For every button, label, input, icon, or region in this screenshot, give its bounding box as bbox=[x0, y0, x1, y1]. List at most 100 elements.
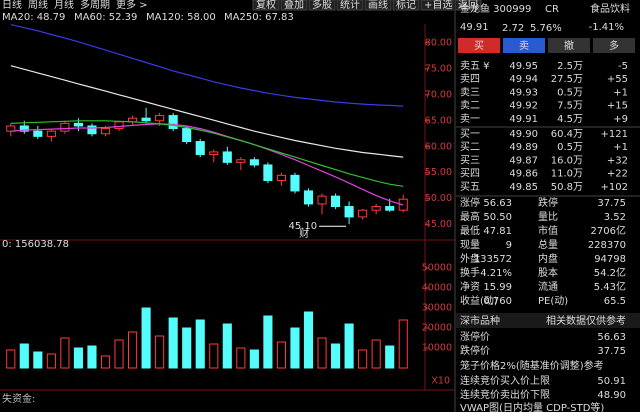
volume-bar bbox=[182, 327, 192, 369]
trade-button-label[interactable]: 卖 bbox=[519, 40, 529, 52]
stat-value: 3.52 bbox=[604, 212, 626, 223]
candle-body bbox=[195, 141, 205, 156]
tool-button[interactable] bbox=[420, 0, 454, 11]
stat-label: PE(动) bbox=[538, 295, 568, 307]
limit-label: 连续竞价买入价上限 bbox=[460, 374, 550, 387]
candle-body bbox=[6, 125, 16, 132]
stat-value: 133572 bbox=[474, 254, 512, 265]
volume-bar bbox=[128, 331, 138, 369]
stat-label: 总量 bbox=[538, 238, 558, 251]
stock-badge: CR bbox=[545, 4, 559, 15]
tool-button[interactable] bbox=[252, 0, 280, 11]
book-label: 买三 bbox=[460, 154, 480, 166]
stat-value: 56.63 bbox=[483, 198, 512, 209]
book-change: +22 bbox=[607, 169, 628, 180]
period-tab[interactable]: 多周期 bbox=[80, 0, 110, 11]
y-tick-label: 20000 bbox=[422, 323, 452, 334]
stat-value: 9 bbox=[506, 240, 512, 251]
stat-label: 市值 bbox=[538, 224, 558, 237]
tool-button[interactable] bbox=[454, 0, 482, 11]
book-volume: 27.5万 bbox=[551, 74, 583, 85]
y-tick-label: 45.00 bbox=[425, 219, 452, 230]
period-tab[interactable]: 日线 bbox=[2, 0, 22, 11]
book-volume: 16.0万 bbox=[551, 155, 583, 166]
volume-bar bbox=[303, 311, 314, 369]
legend-entry: MA20: 48.79 bbox=[2, 12, 65, 23]
candle-body bbox=[344, 206, 354, 218]
trade-button[interactable] bbox=[548, 38, 590, 53]
candle-body bbox=[276, 174, 286, 182]
book-change: +9 bbox=[613, 114, 628, 125]
candle-body bbox=[46, 130, 56, 137]
tool-button[interactable] bbox=[308, 0, 336, 11]
footer-label: 失资金: bbox=[2, 392, 35, 405]
limit-label: 涨停价 bbox=[460, 330, 490, 343]
tool-button-label[interactable]: 叠加 bbox=[284, 0, 304, 11]
book-price: 49.91 bbox=[509, 114, 538, 125]
stat-value: 37.75 bbox=[597, 198, 626, 209]
tool-button[interactable] bbox=[280, 0, 308, 11]
book-label: 卖一 bbox=[460, 113, 480, 125]
stat-label: 外盘 bbox=[460, 252, 480, 265]
y-tick-label: 10000 bbox=[422, 343, 452, 354]
stat-label: 股本 bbox=[538, 266, 558, 279]
tool-button[interactable] bbox=[392, 0, 420, 11]
candle-body bbox=[155, 115, 165, 122]
volume-bar bbox=[6, 349, 16, 369]
book-volume: 11.0万 bbox=[551, 169, 583, 180]
tool-button-label[interactable]: 多股 bbox=[312, 0, 332, 11]
volume-bar bbox=[114, 339, 124, 369]
tool-button[interactable] bbox=[336, 0, 364, 11]
ma-line bbox=[10, 24, 404, 107]
y-tick-label: 75.00 bbox=[425, 63, 452, 74]
book-label: 买五 bbox=[460, 181, 480, 193]
stat-label: 跌停 bbox=[538, 196, 558, 209]
book-label: 卖五 ¥ bbox=[460, 60, 490, 72]
book-price: 49.94 bbox=[509, 74, 538, 85]
candle-body bbox=[263, 164, 273, 182]
sector: 食品饮料 bbox=[590, 2, 630, 15]
tool-button-label[interactable]: 返回 bbox=[458, 0, 478, 11]
candle-body bbox=[19, 125, 29, 132]
volume-bar bbox=[222, 323, 232, 369]
volume-bar bbox=[73, 347, 83, 369]
trade-button[interactable] bbox=[503, 38, 545, 53]
book-price: 49.90 bbox=[509, 129, 538, 140]
y-tick-label: 70.00 bbox=[425, 89, 452, 100]
period-tab[interactable]: 周线 bbox=[28, 0, 48, 11]
volume-bar bbox=[398, 319, 408, 369]
volume-bar bbox=[371, 339, 381, 369]
book-label: 卖四 bbox=[460, 73, 480, 85]
trade-button-label[interactable]: 买 bbox=[474, 40, 484, 52]
book-volume: 2.5万 bbox=[557, 61, 583, 72]
book-change: +1 bbox=[613, 87, 628, 98]
candle-body bbox=[290, 174, 300, 192]
candle-body bbox=[331, 195, 341, 208]
trade-button-label[interactable]: 多 bbox=[609, 39, 619, 52]
vwap-label: VWAP图(日内均量 CDP-STD等) bbox=[460, 401, 604, 412]
period-tab[interactable]: 月线 bbox=[54, 0, 74, 11]
tool-button-label[interactable]: 画线 bbox=[368, 0, 388, 11]
tool-button-label[interactable]: +自选 bbox=[424, 0, 452, 11]
limit-label: 连续竞价卖出价下限 bbox=[460, 388, 550, 401]
tool-button[interactable] bbox=[364, 0, 392, 11]
stat-label: 涨停 bbox=[460, 196, 480, 209]
tool-button-label[interactable]: 统计 bbox=[340, 0, 360, 11]
tool-button-label[interactable]: 标记 bbox=[396, 0, 416, 11]
volume-bar bbox=[358, 349, 368, 369]
legend-entry: MA60: 52.39 bbox=[74, 12, 137, 23]
y-tick-label: 60.00 bbox=[425, 141, 452, 152]
trade-button[interactable] bbox=[458, 38, 500, 53]
stat-value: 50.50 bbox=[483, 212, 512, 223]
trade-button-label[interactable]: 撤 bbox=[564, 39, 574, 52]
stock-name: 金龙鱼 300999 bbox=[460, 2, 531, 15]
tool-button-label[interactable]: 复权 bbox=[256, 0, 276, 11]
stat-label: 收益(动) bbox=[460, 294, 498, 307]
period-tab[interactable]: 更多 > bbox=[116, 0, 148, 11]
candle-body bbox=[168, 115, 178, 130]
trade-button[interactable] bbox=[593, 38, 635, 53]
ma-line bbox=[10, 120, 404, 187]
y-tick-label: 55.00 bbox=[425, 167, 452, 178]
last-price: 49.91 bbox=[460, 22, 489, 33]
annotation-label: 45.10 bbox=[288, 221, 317, 232]
